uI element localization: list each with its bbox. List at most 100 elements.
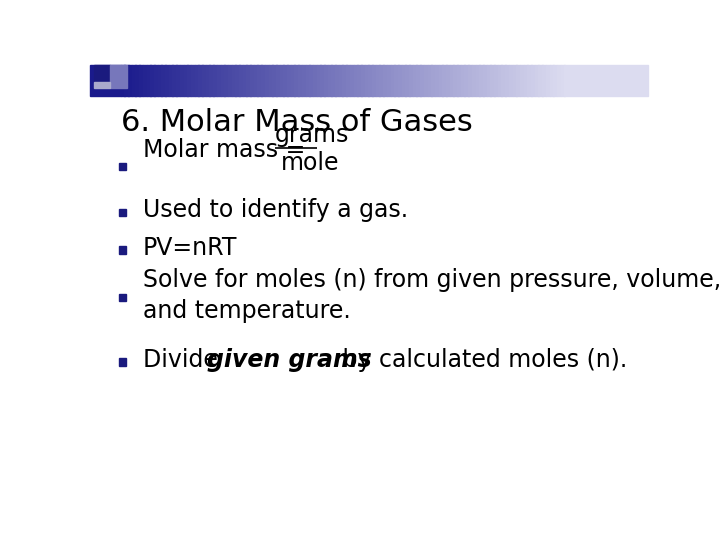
Bar [498, 65, 502, 96]
Bar [431, 65, 436, 96]
Bar [364, 65, 369, 96]
Bar [243, 65, 247, 96]
Bar [335, 65, 339, 96]
Bar [546, 65, 550, 96]
Bar [94, 65, 109, 82]
Bar [173, 65, 176, 96]
Bar [516, 65, 521, 96]
Bar [413, 65, 417, 96]
Bar [376, 65, 380, 96]
Bar [250, 65, 254, 96]
Bar [246, 65, 251, 96]
Bar [542, 65, 546, 96]
Bar [438, 65, 443, 96]
Bar [435, 65, 439, 96]
Bar [494, 65, 498, 96]
Bar [119, 246, 126, 254]
Bar [442, 65, 446, 96]
Text: Solve for moles (n) from given pressure, volume,
and temperature.: Solve for moles (n) from given pressure,… [143, 268, 720, 323]
Bar [457, 65, 462, 96]
Bar [346, 65, 351, 96]
Bar [501, 65, 505, 96]
Bar [125, 65, 129, 96]
Bar [217, 65, 221, 96]
Bar [272, 65, 276, 96]
Text: grams: grams [274, 124, 349, 147]
Bar [461, 65, 465, 96]
Bar [143, 65, 147, 96]
Bar [331, 65, 336, 96]
Bar [184, 65, 188, 96]
Bar [339, 65, 343, 96]
Bar [119, 163, 126, 171]
Bar [132, 65, 136, 96]
Bar [450, 65, 454, 96]
Text: by calculated moles (n).: by calculated moles (n). [335, 348, 627, 372]
Bar [531, 65, 535, 96]
Bar [258, 65, 262, 96]
Bar [139, 65, 143, 96]
Text: PV=nRT: PV=nRT [143, 236, 238, 260]
Bar [464, 65, 469, 96]
Bar [168, 65, 173, 96]
Bar [187, 65, 192, 96]
Text: Divide: Divide [143, 348, 225, 372]
Bar [128, 65, 132, 96]
Bar [561, 65, 565, 96]
Bar [480, 65, 484, 96]
Bar [402, 65, 406, 96]
Bar [180, 65, 184, 96]
Bar [147, 65, 150, 96]
Text: given grams: given grams [207, 348, 372, 372]
Bar [446, 65, 450, 96]
Bar [420, 65, 424, 96]
Bar [428, 65, 432, 96]
Bar [324, 65, 328, 96]
Bar [161, 65, 166, 96]
Bar [354, 65, 358, 96]
Bar [509, 65, 513, 96]
Bar [302, 65, 306, 96]
Bar [210, 65, 214, 96]
Bar [395, 65, 398, 96]
Bar [409, 65, 413, 96]
Bar [361, 65, 365, 96]
Bar [372, 65, 377, 96]
Bar [309, 65, 313, 96]
Bar [527, 65, 531, 96]
Bar [279, 65, 284, 96]
Bar [287, 65, 292, 96]
Bar [513, 65, 517, 96]
Bar [291, 65, 295, 96]
Bar [553, 65, 557, 96]
Bar [135, 65, 140, 96]
Bar [265, 65, 269, 96]
Bar [424, 65, 428, 96]
Bar [276, 65, 280, 96]
Bar [320, 65, 325, 96]
Text: Molar mass =: Molar mass = [143, 138, 313, 162]
Bar [369, 65, 373, 96]
Bar [387, 65, 391, 96]
Text: mole: mole [282, 151, 340, 174]
Bar [328, 65, 332, 96]
Bar [224, 65, 228, 96]
Bar [194, 65, 199, 96]
Bar [505, 65, 510, 96]
Bar [232, 65, 236, 96]
Bar [261, 65, 266, 96]
Bar [539, 65, 543, 96]
Bar [121, 65, 125, 96]
Bar [405, 65, 410, 96]
Bar [390, 65, 395, 96]
Text: Used to identify a gas.: Used to identify a gas. [143, 198, 408, 222]
Bar [383, 65, 387, 96]
Bar [239, 65, 243, 96]
Bar [119, 208, 126, 216]
Bar [206, 65, 210, 96]
Bar [557, 65, 561, 96]
Bar [416, 65, 420, 96]
Bar [119, 359, 126, 366]
Bar [350, 65, 354, 96]
Text: 6. Molar Mass of Gases: 6. Molar Mass of Gases [121, 109, 472, 138]
